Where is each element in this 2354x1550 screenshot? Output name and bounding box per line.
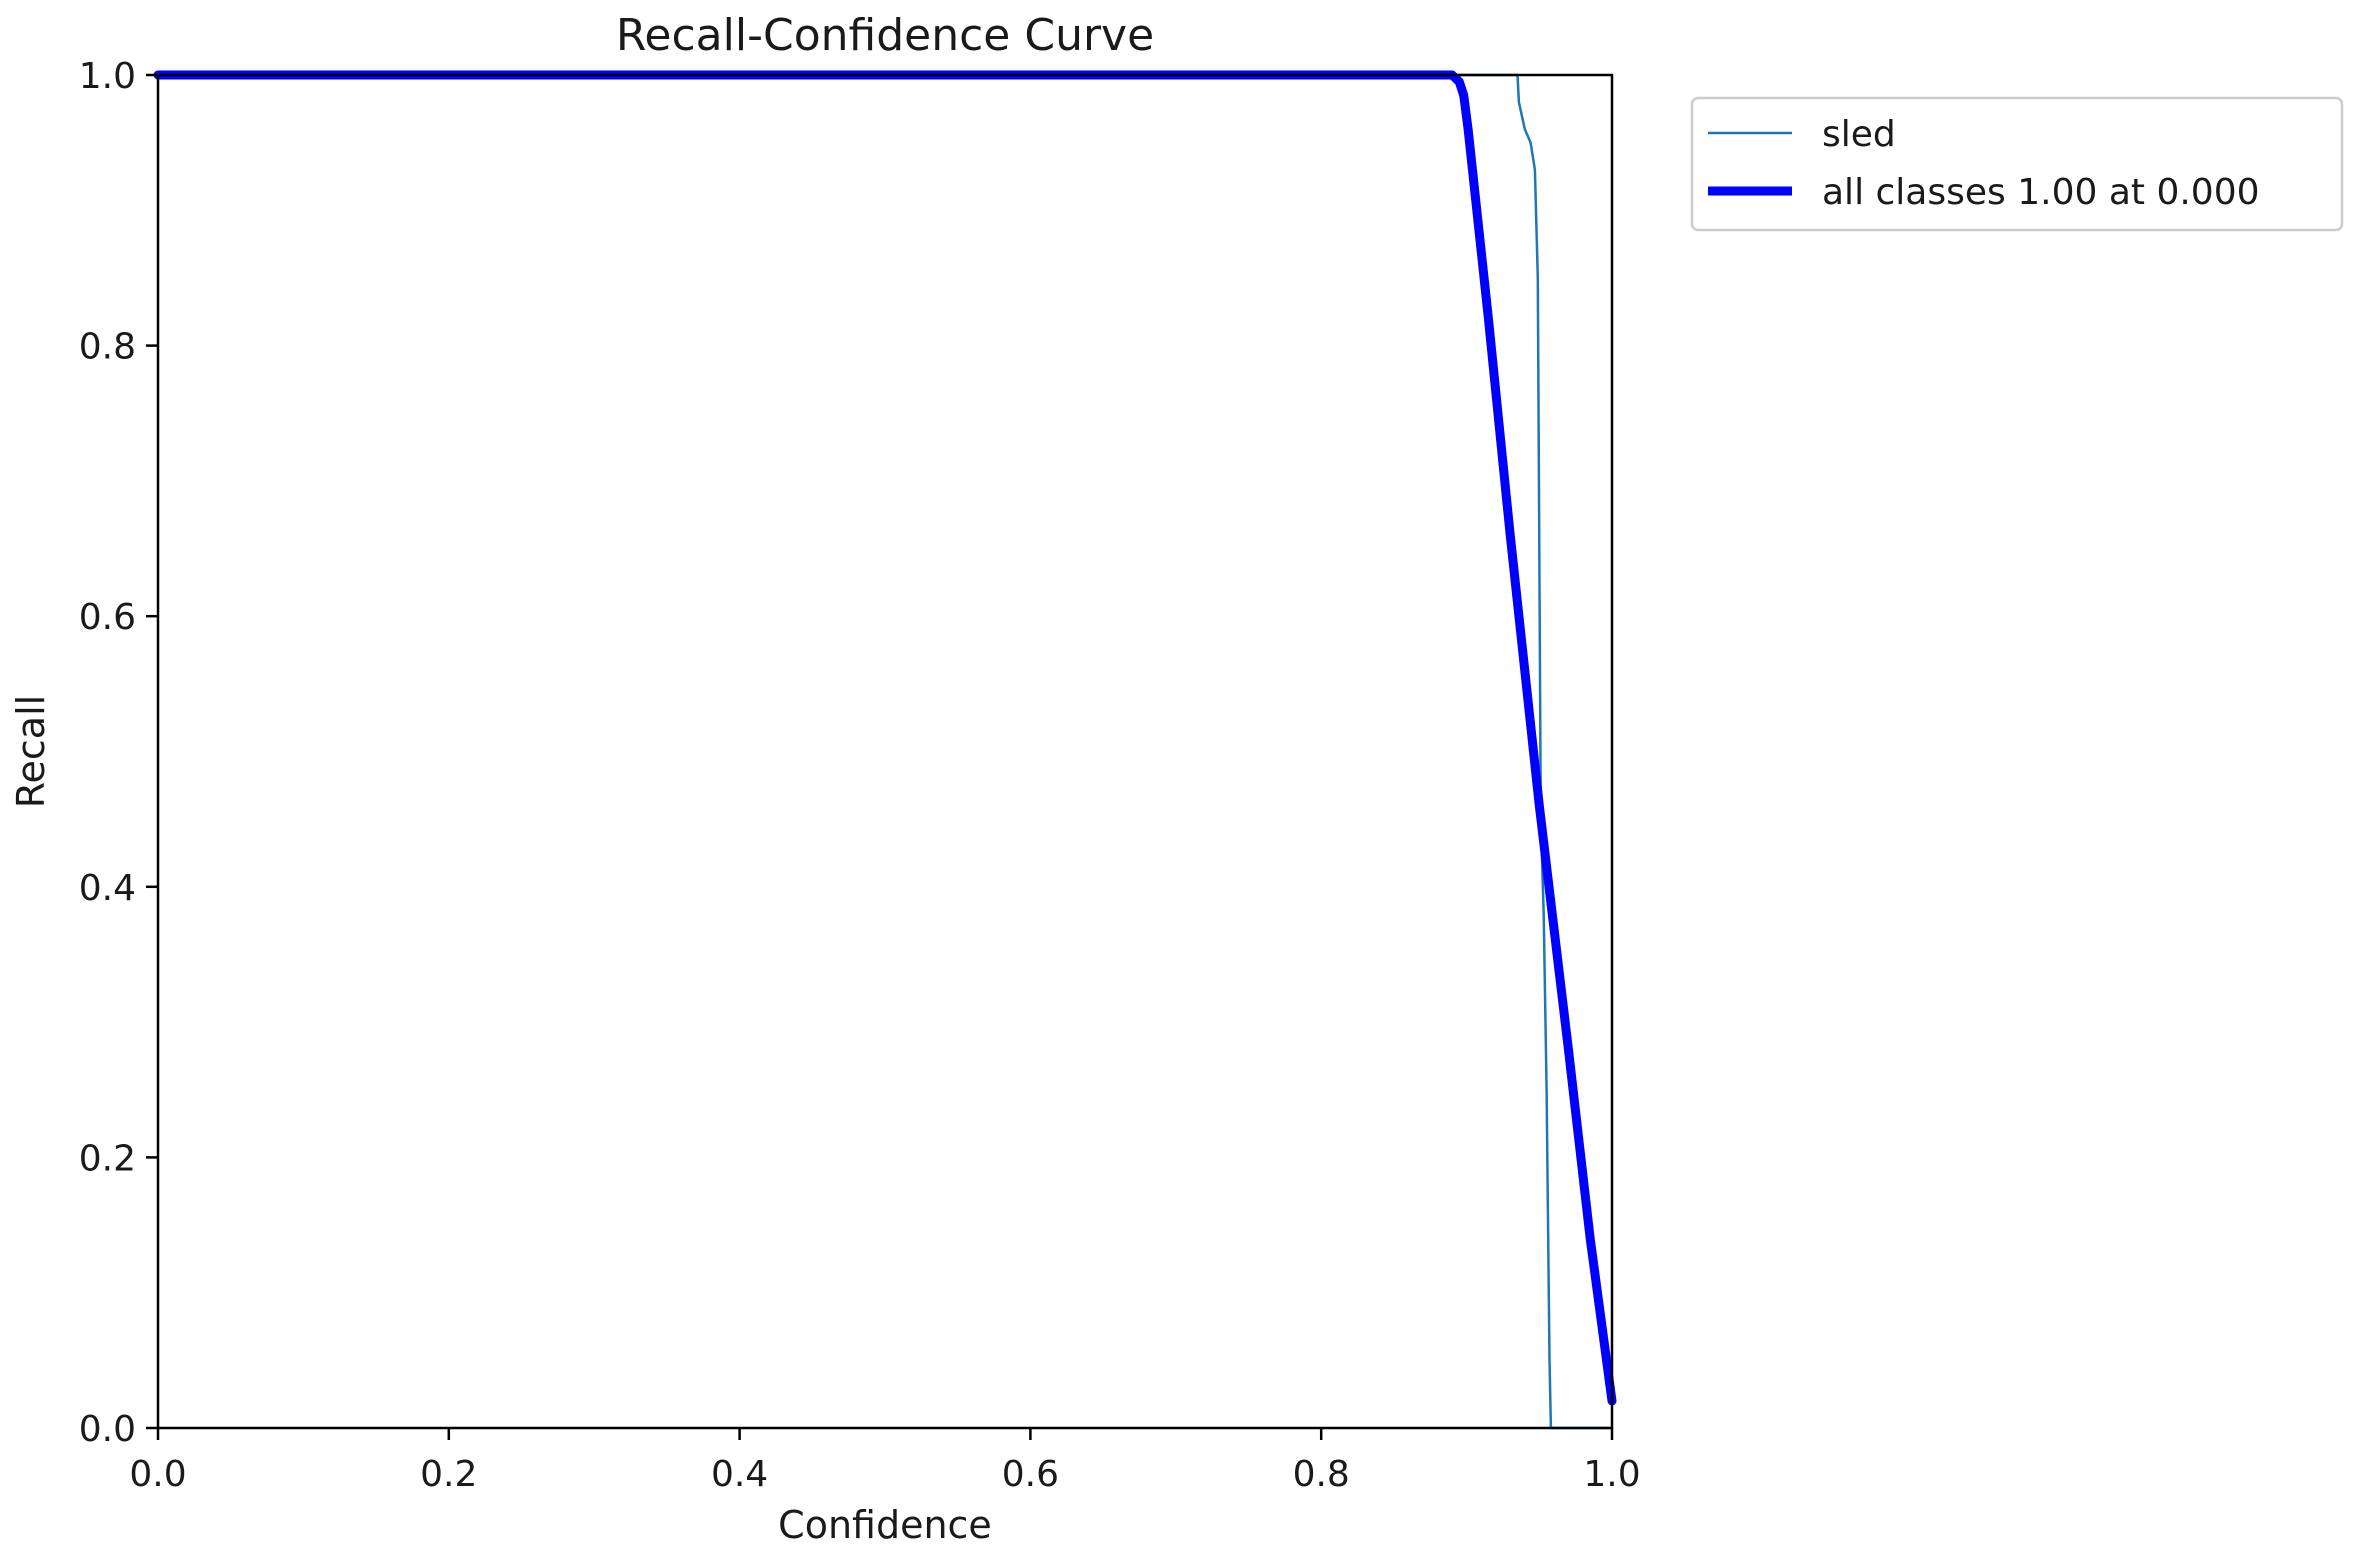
y-tick-label: 0.6 [79, 597, 136, 638]
series-layer [153, 70, 1617, 1430]
legend: sled all classes 1.00 at 0.000 [1690, 96, 2344, 232]
x-tick-label: 0.0 [129, 1454, 186, 1495]
axes-frame [156, 73, 1614, 1430]
legend-label: all classes 1.00 at 0.000 [1822, 172, 2260, 213]
y-tick-label: 0.4 [79, 868, 136, 909]
legend-box [1690, 96, 2344, 232]
x-tick-label: 0.8 [1293, 1454, 1350, 1495]
y-tick-label: 1.0 [79, 56, 136, 97]
x-tick-label: 0.4 [711, 1454, 768, 1495]
x-tick-label: 0.6 [1002, 1454, 1059, 1495]
series-line-all-classes [153, 70, 1617, 1406]
y-tick-label: 0.2 [79, 1138, 136, 1179]
plot-area [153, 70, 1617, 1430]
legend-label: sled [1822, 114, 1896, 155]
x-axis: 0.0 0.2 0.4 0.6 0.8 1.0 [129, 1428, 1641, 1495]
x-tick-label: 0.2 [420, 1454, 477, 1495]
x-axis-label: Confidence [778, 1503, 992, 1547]
y-tick-label: 0.0 [79, 1409, 136, 1450]
y-tick-label: 0.8 [79, 327, 136, 368]
y-axis-label: Recall [9, 695, 53, 808]
series-line-sled [156, 73, 1614, 1430]
x-tick-label: 1.0 [1583, 1454, 1640, 1495]
y-axis: 0.0 0.2 0.4 0.6 0.8 1.0 [79, 56, 158, 1450]
chart-title: Recall-Confidence Curve [616, 10, 1154, 61]
